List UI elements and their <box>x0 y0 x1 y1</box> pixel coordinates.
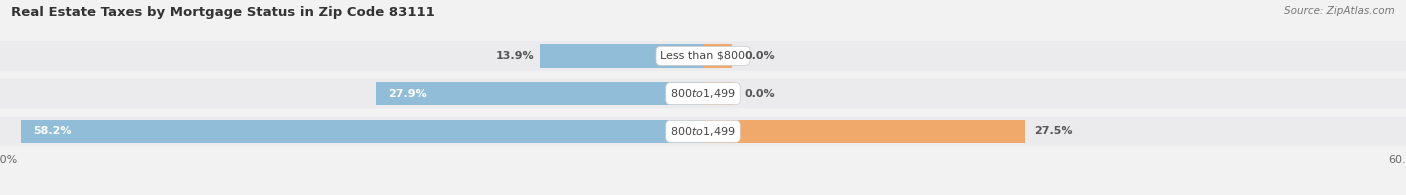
Text: $800 to $1,499: $800 to $1,499 <box>671 87 735 100</box>
Bar <box>377 82 703 105</box>
Text: 27.5%: 27.5% <box>1035 126 1073 136</box>
Text: 58.2%: 58.2% <box>32 126 72 136</box>
Text: 0.0%: 0.0% <box>744 51 775 61</box>
Bar <box>703 44 733 67</box>
Text: Real Estate Taxes by Mortgage Status in Zip Code 83111: Real Estate Taxes by Mortgage Status in … <box>11 6 434 19</box>
FancyBboxPatch shape <box>0 117 1406 146</box>
Bar <box>703 120 1025 143</box>
Text: Source: ZipAtlas.com: Source: ZipAtlas.com <box>1284 6 1395 16</box>
Text: 27.9%: 27.9% <box>388 89 426 99</box>
Bar <box>540 44 703 67</box>
Bar <box>21 120 703 143</box>
Text: Less than $800: Less than $800 <box>661 51 745 61</box>
FancyBboxPatch shape <box>0 41 1406 71</box>
Text: $800 to $1,499: $800 to $1,499 <box>671 125 735 138</box>
Text: 0.0%: 0.0% <box>744 89 775 99</box>
Text: 13.9%: 13.9% <box>496 51 534 61</box>
FancyBboxPatch shape <box>0 79 1406 108</box>
Bar <box>703 82 733 105</box>
